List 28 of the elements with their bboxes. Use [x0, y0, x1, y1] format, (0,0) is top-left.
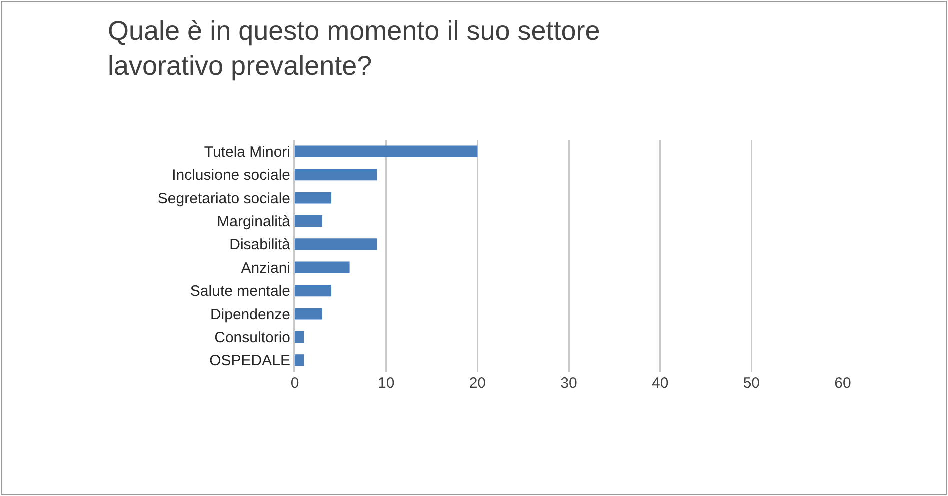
y-tick-label: Tutela Minori	[204, 144, 290, 161]
y-tick-label: Anziani	[241, 260, 290, 277]
x-tick-label: 20	[469, 375, 486, 392]
y-tick-label: Salute mentale	[190, 283, 290, 300]
x-tick-label: 30	[560, 375, 578, 392]
y-tick-label: Disabilità	[230, 236, 292, 254]
bar	[295, 308, 322, 320]
bar	[295, 285, 332, 297]
bar	[295, 169, 378, 181]
y-tick-label: Consultorio	[214, 329, 290, 346]
x-tick-label: 10	[378, 375, 395, 392]
x-tick-label: 60	[834, 375, 852, 392]
bar	[295, 331, 304, 343]
bar	[295, 262, 350, 274]
x-tick-label: 0	[290, 375, 300, 392]
y-tick-label: OSPEDALE	[210, 352, 290, 370]
x-tick-label: 50	[743, 375, 760, 392]
bar	[295, 192, 332, 204]
chart-title: Quale è in questo momento il suo settore lavorativo prevalente?	[108, 16, 600, 82]
y-tick-label: Segretariato sociale	[158, 190, 290, 208]
y-tick-label: Marginalità	[217, 213, 292, 230]
bar	[295, 238, 378, 250]
y-tick-label: Inclusione sociale	[172, 167, 290, 184]
bar	[295, 215, 322, 227]
y-tick-label: Dipendenze	[210, 306, 290, 324]
bar	[295, 354, 304, 366]
x-tick-label: 40	[652, 375, 669, 392]
bar	[295, 146, 478, 158]
